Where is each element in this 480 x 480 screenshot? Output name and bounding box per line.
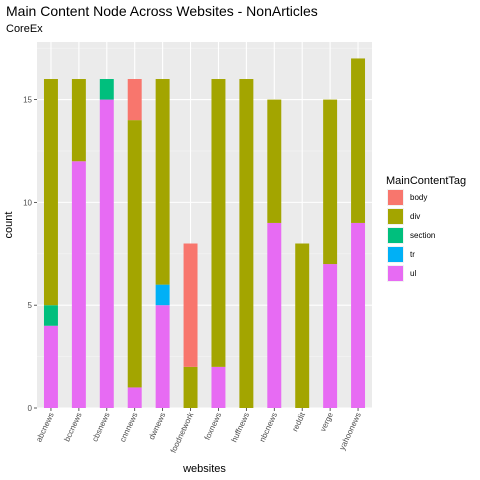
legend-label-ul: ul bbox=[410, 269, 416, 278]
bar-abcnews-div bbox=[43, 79, 58, 306]
bar-bccnews-ul bbox=[71, 161, 86, 408]
x-tick-label: cbsnews bbox=[90, 411, 111, 443]
bar-dwnews-tr bbox=[155, 284, 170, 306]
bar-dwnews-ul bbox=[155, 305, 170, 408]
bar-cnnnews-div bbox=[127, 120, 142, 388]
x-tick-label: reddit bbox=[290, 410, 307, 433]
bar-yahoonews-div bbox=[351, 58, 366, 223]
legend: MainContentTag body div section tr ul bbox=[386, 175, 466, 282]
y-axis: 0 5 10 15 bbox=[23, 96, 37, 413]
bar-verge-div bbox=[323, 99, 338, 265]
y-tick-label: 10 bbox=[23, 198, 32, 207]
bar-cnnnews-body bbox=[127, 79, 142, 121]
y-tick-label: 0 bbox=[28, 404, 33, 413]
x-tick-label: huffnews bbox=[230, 411, 252, 444]
y-tick-label: 5 bbox=[28, 301, 33, 310]
x-tick-label: dwnews bbox=[147, 411, 167, 441]
bar-abcnews-section bbox=[43, 305, 58, 326]
bar-reddit-div bbox=[295, 243, 310, 408]
bar-foodnetwork-div bbox=[183, 366, 198, 408]
legend-swatch-tr bbox=[388, 247, 403, 262]
bar-cbsnews-ul bbox=[99, 99, 114, 409]
bar-foxnews-ul bbox=[211, 366, 226, 408]
x-tick-label: verge bbox=[318, 411, 335, 433]
bar-abcnews-ul bbox=[43, 325, 58, 408]
legend-swatch-section bbox=[388, 228, 403, 243]
bar-huffnews-div bbox=[239, 79, 254, 409]
bar-foodnetwork-body bbox=[183, 243, 198, 367]
bar-dwnews-div bbox=[155, 79, 170, 285]
legend-label-div: div bbox=[410, 212, 420, 221]
x-tick-label: foodnetwork bbox=[169, 410, 196, 454]
x-tick-label: abcnews bbox=[34, 411, 56, 443]
chart-subtitle: CoreEx bbox=[6, 23, 43, 35]
legend-title: MainContentTag bbox=[386, 175, 466, 187]
bar-verge-ul bbox=[323, 264, 338, 408]
legend-swatch-div bbox=[388, 209, 403, 224]
chart-title: Main Content Node Across Websites - NonA… bbox=[6, 3, 318, 19]
bar-nbcnews-ul bbox=[267, 222, 282, 408]
y-tick-label: 15 bbox=[23, 96, 32, 105]
bar-foxnews-div bbox=[211, 79, 226, 367]
y-axis-title: count bbox=[3, 212, 15, 239]
plot-background bbox=[37, 42, 372, 408]
bar-cbsnews-section bbox=[99, 79, 114, 100]
legend-label-tr: tr bbox=[410, 250, 415, 259]
bar-cnnnews-ul bbox=[127, 387, 142, 408]
bar-bccnews-div bbox=[71, 79, 86, 162]
bars bbox=[43, 58, 366, 409]
x-tick-label: foxnews bbox=[203, 411, 224, 441]
legend-label-section: section bbox=[410, 231, 435, 240]
bar-yahoonews-ul bbox=[351, 222, 366, 408]
x-tick-label: bccnews bbox=[62, 411, 83, 443]
x-axis: abcnews bccnews cbsnews cnnnews dwnews foodne… bbox=[34, 408, 363, 454]
x-tick-label: yahoonews bbox=[338, 411, 363, 451]
legend-swatch-body bbox=[388, 190, 403, 205]
x-tick-label: cnnnews bbox=[118, 411, 140, 443]
x-tick-label: nbcnews bbox=[258, 411, 280, 443]
legend-label-body: body bbox=[410, 193, 427, 202]
legend-swatch-ul bbox=[388, 266, 403, 281]
bar-nbcnews-div bbox=[267, 99, 282, 223]
x-axis-title: websites bbox=[182, 463, 226, 475]
